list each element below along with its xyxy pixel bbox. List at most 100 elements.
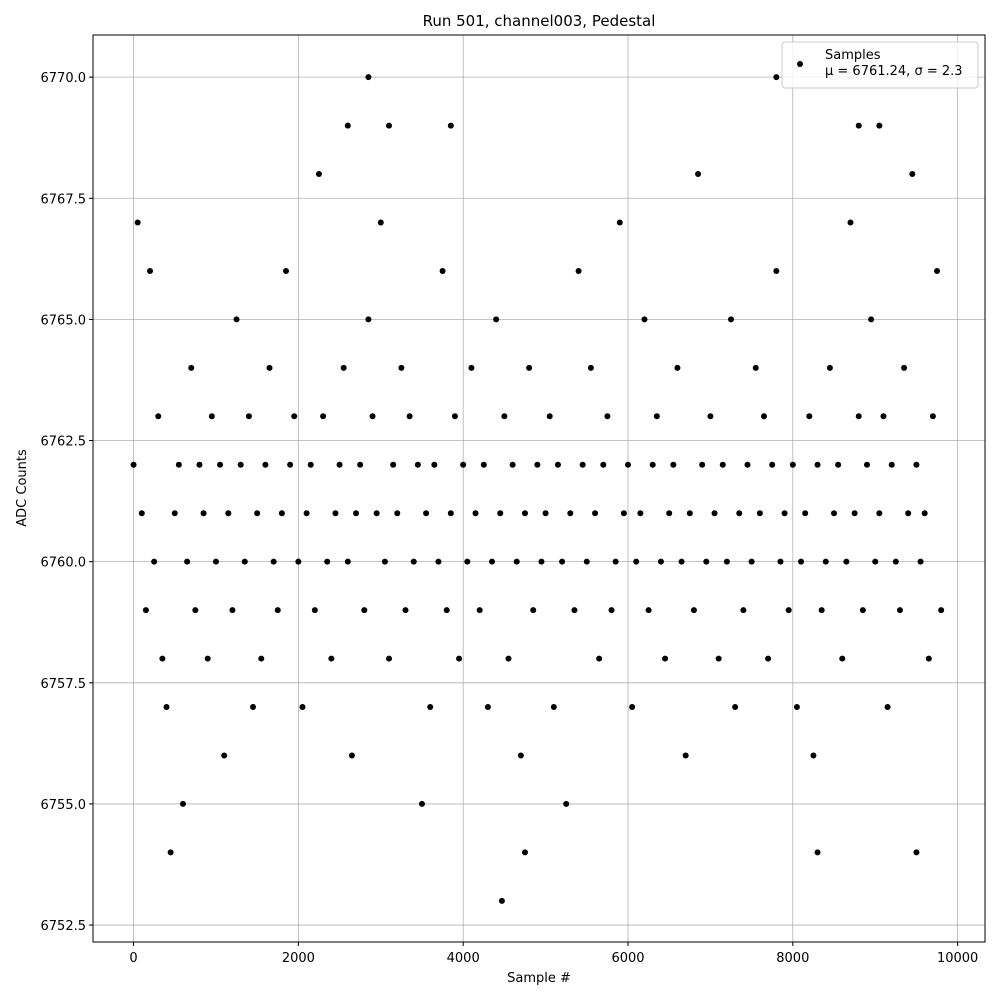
point bbox=[365, 316, 372, 323]
points bbox=[130, 74, 945, 904]
legend-annotation: μ = 6761.24, σ = 2.3 bbox=[825, 64, 963, 79]
point bbox=[748, 558, 755, 565]
point bbox=[328, 655, 335, 662]
point bbox=[188, 364, 195, 371]
point bbox=[480, 461, 487, 468]
legend-marker bbox=[797, 61, 803, 67]
point bbox=[332, 510, 339, 517]
x-tick-label: 8000 bbox=[776, 951, 809, 966]
point bbox=[245, 413, 252, 420]
point bbox=[550, 704, 557, 711]
point bbox=[147, 267, 154, 274]
point bbox=[278, 510, 285, 517]
point bbox=[402, 607, 409, 614]
point bbox=[901, 364, 908, 371]
point bbox=[929, 413, 936, 420]
point bbox=[460, 461, 467, 468]
point bbox=[789, 461, 796, 468]
point bbox=[839, 655, 846, 662]
point bbox=[204, 655, 211, 662]
point bbox=[283, 267, 290, 274]
point bbox=[596, 655, 603, 662]
point bbox=[336, 461, 343, 468]
point bbox=[855, 413, 862, 420]
point bbox=[612, 558, 619, 565]
point bbox=[489, 558, 496, 565]
point bbox=[509, 461, 516, 468]
point bbox=[254, 510, 261, 517]
point bbox=[567, 510, 574, 517]
point bbox=[802, 510, 809, 517]
point bbox=[410, 558, 417, 565]
point bbox=[250, 704, 257, 711]
point bbox=[921, 510, 928, 517]
point bbox=[917, 558, 924, 565]
point bbox=[765, 655, 772, 662]
point bbox=[736, 510, 743, 517]
point bbox=[563, 800, 570, 807]
point bbox=[851, 510, 858, 517]
point bbox=[876, 122, 883, 129]
point bbox=[876, 510, 883, 517]
point bbox=[464, 558, 471, 565]
point bbox=[229, 607, 236, 614]
x-tick-label: 2000 bbox=[282, 951, 315, 966]
point bbox=[184, 558, 191, 565]
x-tick-label: 6000 bbox=[611, 951, 644, 966]
point bbox=[237, 461, 244, 468]
point bbox=[513, 558, 520, 565]
y-tick-label: 6767.5 bbox=[41, 192, 87, 207]
point bbox=[662, 655, 669, 662]
y-tick-label: 6755.0 bbox=[41, 798, 87, 813]
point bbox=[447, 510, 454, 517]
point bbox=[756, 510, 763, 517]
point bbox=[831, 510, 838, 517]
point bbox=[217, 461, 224, 468]
point bbox=[221, 752, 228, 759]
point bbox=[938, 607, 945, 614]
point bbox=[723, 558, 730, 565]
point bbox=[571, 607, 578, 614]
point bbox=[641, 316, 648, 323]
point bbox=[587, 364, 594, 371]
point bbox=[208, 413, 215, 420]
point bbox=[406, 413, 413, 420]
point bbox=[501, 413, 508, 420]
x-tick-label: 4000 bbox=[447, 951, 480, 966]
point bbox=[711, 510, 718, 517]
point bbox=[728, 316, 735, 323]
point bbox=[381, 558, 388, 565]
point bbox=[855, 122, 862, 129]
point bbox=[554, 461, 561, 468]
point bbox=[451, 413, 458, 420]
point bbox=[423, 510, 430, 517]
point bbox=[303, 510, 310, 517]
point bbox=[583, 558, 590, 565]
point bbox=[633, 558, 640, 565]
point bbox=[810, 752, 817, 759]
point bbox=[435, 558, 442, 565]
point bbox=[674, 364, 681, 371]
point bbox=[241, 558, 248, 565]
point bbox=[690, 607, 697, 614]
point bbox=[913, 849, 920, 856]
point bbox=[291, 413, 298, 420]
point bbox=[373, 510, 380, 517]
point bbox=[649, 461, 656, 468]
point bbox=[348, 752, 355, 759]
point bbox=[666, 510, 673, 517]
y-tick-label: 6752.5 bbox=[41, 919, 87, 934]
point bbox=[167, 849, 174, 856]
point bbox=[538, 558, 545, 565]
point bbox=[175, 461, 182, 468]
point bbox=[179, 800, 186, 807]
point bbox=[600, 461, 607, 468]
point bbox=[324, 558, 331, 565]
point bbox=[266, 364, 273, 371]
point bbox=[365, 74, 372, 81]
point bbox=[847, 219, 854, 226]
point bbox=[843, 558, 850, 565]
y-tick-label: 6770.0 bbox=[41, 71, 87, 86]
point bbox=[394, 510, 401, 517]
